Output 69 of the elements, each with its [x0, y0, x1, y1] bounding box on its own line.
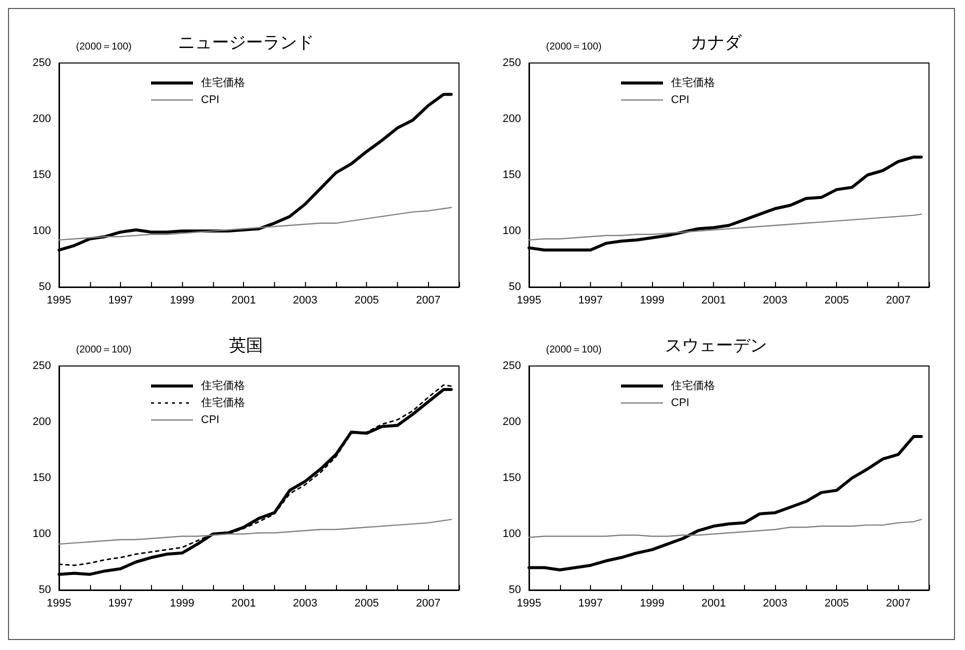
legend-label: 住宅価格: [671, 379, 715, 392]
x-tick-label: 1997: [108, 598, 133, 610]
legend-label: 住宅価格: [201, 76, 245, 89]
x-tick-label: 2001: [231, 598, 256, 610]
x-tick-label: 1999: [170, 598, 194, 610]
y-tick-label: 50: [38, 584, 51, 596]
x-tick-label: 1997: [578, 294, 603, 306]
y-tick-label: 200: [32, 113, 51, 125]
x-tick-label: 2007: [416, 294, 440, 306]
y-tick-label: 100: [502, 225, 521, 237]
x-tick-label: 2005: [354, 294, 379, 306]
y-axis-title: (2000＝100): [546, 42, 602, 52]
x-tick-label: 2005: [354, 598, 379, 610]
y-tick-label: 50: [508, 584, 521, 596]
legend-label: CPI: [671, 94, 690, 106]
x-tick-label: 2007: [416, 598, 440, 610]
y-tick-label: 100: [502, 528, 521, 540]
y-tick-label: 150: [502, 169, 521, 181]
chart-title: スウェーデン: [665, 336, 767, 355]
y-tick-label: 250: [502, 57, 521, 69]
y-tick-label: 150: [32, 472, 51, 484]
y-tick-label: 150: [502, 472, 521, 484]
legend-label: CPI: [201, 414, 220, 426]
y-tick-label: 150: [32, 169, 51, 181]
line-series: [528, 214, 922, 241]
x-tick-label: 2003: [762, 294, 788, 306]
y-tick-label: 200: [32, 416, 51, 428]
y-tick-label: 250: [32, 57, 51, 69]
chart-title: ニュージーランド: [178, 33, 314, 52]
y-tick-label: 200: [502, 416, 521, 428]
chart-title: 英国: [229, 336, 263, 355]
y-tick-label: 50: [508, 281, 521, 293]
y-tick-label: 200: [502, 113, 521, 125]
x-tick-label: 2003: [762, 598, 788, 610]
legend-label: 住宅価格: [201, 396, 245, 409]
y-tick-label: 50: [38, 281, 51, 293]
legend-label: CPI: [201, 94, 220, 106]
x-tick-label: 2005: [824, 598, 849, 610]
x-tick-label: 2003: [292, 294, 318, 306]
x-tick-label: 2001: [231, 294, 256, 306]
x-tick-label: 1995: [46, 598, 72, 610]
legend-label: 住宅価格: [671, 76, 715, 89]
x-tick-label: 2007: [886, 598, 910, 610]
y-tick-label: 250: [502, 360, 521, 372]
y-axis-title: (2000＝100): [76, 344, 132, 356]
x-tick-label: 1995: [516, 598, 542, 610]
line-series: [58, 518, 452, 545]
y-tick-label: 100: [32, 528, 51, 540]
x-tick-label: 1999: [640, 598, 664, 610]
x-tick-label: 2007: [886, 294, 910, 306]
y-axis-title: (2000＝100): [546, 344, 602, 356]
legend-label: CPI: [671, 397, 690, 409]
legend-label: 住宅価格: [201, 379, 245, 392]
x-tick-label: 1999: [170, 294, 194, 306]
x-tick-label: 1997: [108, 294, 133, 306]
x-tick-label: 2001: [701, 294, 726, 306]
chart-title: カナダ: [690, 33, 742, 52]
x-tick-label: 1999: [640, 294, 664, 306]
line-series: [528, 518, 922, 538]
line-series: [58, 206, 452, 241]
y-tick-label: 100: [32, 225, 51, 237]
y-axis-title: (2000＝100): [76, 42, 132, 52]
y-tick-label: 250: [32, 360, 51, 372]
x-tick-label: 2001: [701, 598, 726, 610]
x-tick-label: 1995: [516, 294, 542, 306]
x-tick-label: 1997: [578, 598, 603, 610]
x-tick-label: 1995: [46, 294, 72, 306]
x-tick-label: 2003: [292, 598, 318, 610]
x-tick-label: 2005: [824, 294, 849, 306]
